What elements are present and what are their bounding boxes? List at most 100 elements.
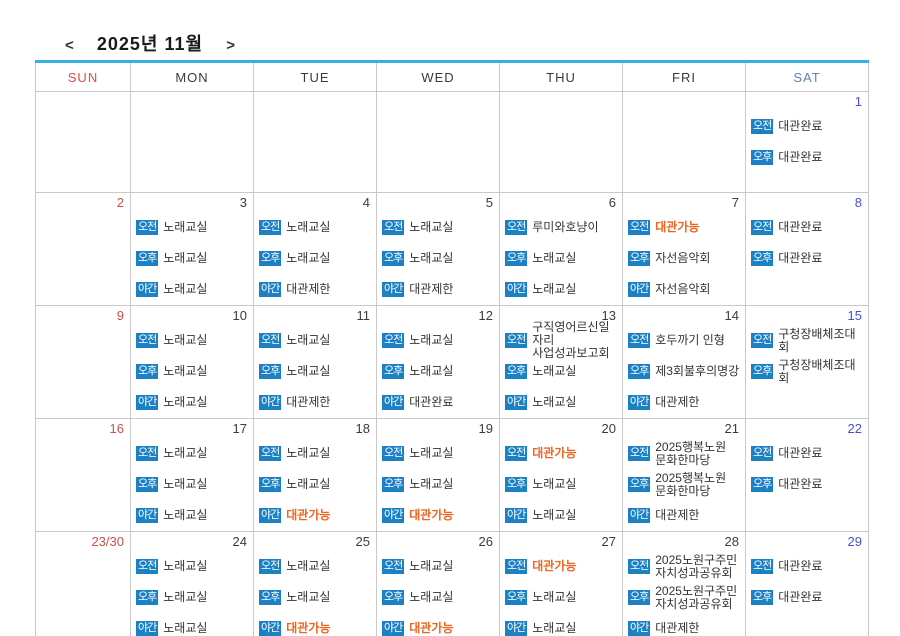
- event-item[interactable]: 야간 대관제한: [626, 387, 742, 418]
- event-item[interactable]: 오전 노래교실: [134, 438, 250, 469]
- event-item[interactable]: 오전 노래교실: [134, 551, 250, 582]
- event-item[interactable]: 야간 노래교실: [134, 613, 250, 636]
- event-item[interactable]: 오후 노래교실: [380, 582, 496, 613]
- date-number: 20: [601, 421, 616, 436]
- event-item[interactable]: 오전 노래교실: [257, 325, 373, 356]
- event-item[interactable]: 야간 대관가능: [380, 500, 496, 531]
- date-number: 18: [355, 421, 370, 436]
- time-slot-badge: 야간: [505, 508, 528, 523]
- event-item[interactable]: 오후 노래교실: [503, 356, 619, 387]
- event-item[interactable]: 오후 노래교실: [503, 243, 619, 274]
- event-item[interactable]: 야간 노래교실: [134, 387, 250, 418]
- day-cell: 1 오전 대관완료 오후 대관완료: [745, 91, 869, 193]
- weekday-header-sat: SAT: [745, 60, 869, 92]
- event-item[interactable]: 오전 구청장배체조대회: [749, 325, 865, 356]
- event-item[interactable]: 오후 자선음악회: [626, 243, 742, 274]
- event-item[interactable]: 오전 2025행복노원 문화한마당: [626, 438, 742, 469]
- event-item[interactable]: 야간 노래교실: [503, 274, 619, 305]
- event-item[interactable]: 오후 노래교실: [134, 356, 250, 387]
- event-label: 노래교실: [409, 251, 454, 265]
- event-item[interactable]: 오전 루미와호냥이: [503, 212, 619, 243]
- event-item[interactable]: 오후 노래교실: [503, 469, 619, 500]
- event-item[interactable]: 오후 노래교실: [380, 356, 496, 387]
- event-item[interactable]: 오후 노래교실: [257, 582, 373, 613]
- event-item[interactable]: 야간 자선음악회: [626, 274, 742, 305]
- event-item[interactable]: 오전 대관완료: [749, 551, 865, 582]
- event-item[interactable]: 오후 노래교실: [380, 469, 496, 500]
- event-item[interactable]: 오전 노래교실: [380, 212, 496, 243]
- event-item[interactable]: 오후 노래교실: [134, 582, 250, 613]
- event-label: 노래교실: [163, 220, 208, 234]
- event-item[interactable]: 오후 제3회불후의명강: [626, 356, 742, 387]
- time-slot-badge: 야간: [136, 621, 159, 636]
- day-cell: 17 오전 노래교실 오후 노래교실 야간 노래교실: [130, 418, 254, 532]
- day-cell: 12 오전 노래교실 오후 노래교실 야간 대관완료: [376, 305, 500, 419]
- event-label: 대관완료: [778, 251, 823, 265]
- event-item[interactable]: 오후 노래교실: [257, 356, 373, 387]
- event-item[interactable]: 오후 노래교실: [134, 243, 250, 274]
- event-item[interactable]: 오전 대관가능: [503, 551, 619, 582]
- event-label: 노래교실: [409, 364, 454, 378]
- event-item[interactable]: 야간 노래교실: [134, 500, 250, 531]
- event-item[interactable]: 오전 대관가능: [626, 212, 742, 243]
- day-cell: 3 오전 노래교실 오후 노래교실 야간 노래교실: [130, 192, 254, 306]
- event-item[interactable]: 오전 대관완료: [749, 212, 865, 243]
- event-item[interactable]: 오전 노래교실: [257, 212, 373, 243]
- event-item[interactable]: 야간 대관가능: [257, 613, 373, 636]
- event-item[interactable]: 야간 대관제한: [380, 274, 496, 305]
- time-slot-badge: 야간: [259, 282, 282, 297]
- event-item[interactable]: 오전 노래교실: [380, 325, 496, 356]
- event-item[interactable]: 오전 노래교실: [134, 325, 250, 356]
- event-item[interactable]: 야간 대관완료: [380, 387, 496, 418]
- event-item[interactable]: 오전 대관완료: [749, 111, 865, 142]
- event-label: 대관가능: [286, 508, 331, 522]
- event-item[interactable]: 오후 대관완료: [749, 243, 865, 274]
- event-item[interactable]: 야간 대관제한: [257, 274, 373, 305]
- event-item[interactable]: 오후 노래교실: [134, 469, 250, 500]
- event-label: 대관제한: [655, 395, 700, 409]
- event-label: 자선음악회: [655, 251, 711, 265]
- event-item[interactable]: 오후 구청장배체조대회: [749, 356, 865, 387]
- event-label: 노래교실: [163, 364, 208, 378]
- time-slot-badge: 오전: [505, 559, 528, 574]
- day-cell: [499, 91, 623, 193]
- event-item[interactable]: 오전 노래교실: [134, 212, 250, 243]
- prev-month-button[interactable]: <: [65, 37, 74, 54]
- time-slot-badge: 야간: [136, 395, 159, 410]
- event-item[interactable]: 오후 2025행복노원 문화한마당: [626, 469, 742, 500]
- time-slot-badge: 오후: [382, 364, 405, 379]
- event-item[interactable]: 오전 대관완료: [749, 438, 865, 469]
- event-item[interactable]: 오후 대관완료: [749, 582, 865, 613]
- event-item[interactable]: 야간 노래교실: [503, 500, 619, 531]
- event-item[interactable]: 야간 노래교실: [134, 274, 250, 305]
- event-item[interactable]: 오후 대관완료: [749, 142, 865, 173]
- time-slot-badge: 야간: [628, 282, 651, 297]
- event-item[interactable]: 오전 대관가능: [503, 438, 619, 469]
- event-item[interactable]: 오전 구직영어르신일자리 사업성과보고회: [503, 321, 619, 360]
- event-label: 대관가능: [655, 220, 700, 234]
- event-item[interactable]: 오전 노래교실: [257, 438, 373, 469]
- event-item[interactable]: 오후 노래교실: [257, 243, 373, 274]
- event-item[interactable]: 야간 대관제한: [257, 387, 373, 418]
- event-item[interactable]: 야간 대관제한: [626, 613, 742, 636]
- next-month-button[interactable]: >: [226, 37, 235, 54]
- event-item[interactable]: 오전 2025노원구주민 자치성과공유회: [626, 551, 742, 582]
- event-item[interactable]: 야간 대관가능: [257, 500, 373, 531]
- event-label: 대관가능: [286, 621, 331, 635]
- event-item[interactable]: 오후 2025노원구주민 자치성과공유회: [626, 582, 742, 613]
- event-item[interactable]: 야간 노래교실: [503, 387, 619, 418]
- event-item[interactable]: 오후 노래교실: [257, 469, 373, 500]
- day-cell: 15 오전 구청장배체조대회 오후 구청장배체조대회: [745, 305, 869, 419]
- event-item[interactable]: 오전 노래교실: [380, 438, 496, 469]
- event-item[interactable]: 오후 노래교실: [503, 582, 619, 613]
- event-item[interactable]: 오후 대관완료: [749, 469, 865, 500]
- event-item[interactable]: 야간 대관가능: [380, 613, 496, 636]
- event-item[interactable]: 오전 호두까기 인형: [626, 325, 742, 356]
- event-item[interactable]: 오전 노래교실: [257, 551, 373, 582]
- event-item[interactable]: 야간 대관제한: [626, 500, 742, 531]
- event-item[interactable]: 오전 노래교실: [380, 551, 496, 582]
- date-number: 28: [724, 534, 739, 549]
- event-item[interactable]: 오후 노래교실: [380, 243, 496, 274]
- event-item[interactable]: 야간 노래교실: [503, 613, 619, 636]
- event-label: 노래교실: [163, 559, 208, 573]
